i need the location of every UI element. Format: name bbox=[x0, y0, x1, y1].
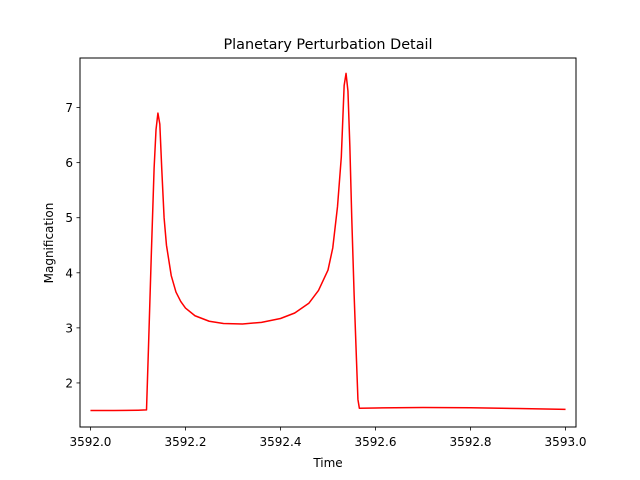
y-tick-label: 2 bbox=[65, 376, 73, 390]
x-tick-label: 3593.0 bbox=[545, 435, 587, 449]
y-tick-label: 5 bbox=[65, 211, 73, 225]
y-tick-label: 7 bbox=[65, 101, 73, 115]
chart-title: Planetary Perturbation Detail bbox=[223, 37, 432, 53]
plot-frame bbox=[79, 57, 577, 428]
series-line-0 bbox=[90, 72, 566, 412]
x-axis-label: Time bbox=[312, 456, 342, 470]
y-tick-label: 6 bbox=[65, 156, 73, 170]
x-tick-label: 3592.2 bbox=[164, 435, 206, 449]
x-tick-label: 3592.6 bbox=[355, 435, 397, 449]
y-tick-label: 4 bbox=[65, 266, 73, 280]
x-tick-label: 3592.8 bbox=[450, 435, 492, 449]
y-axis-label: Magnification bbox=[42, 203, 56, 284]
x-tick-label: 3592.4 bbox=[259, 435, 301, 449]
x-tick-label: 3592.0 bbox=[69, 435, 111, 449]
y-tick-label: 3 bbox=[65, 321, 73, 335]
y-axis: 2 3 4 5 6 7 bbox=[65, 101, 80, 390]
plot-area bbox=[90, 72, 566, 412]
x-axis: 3592.0 3592.2 3592.4 3592.6 3592.8 3593.0 bbox=[69, 427, 587, 449]
